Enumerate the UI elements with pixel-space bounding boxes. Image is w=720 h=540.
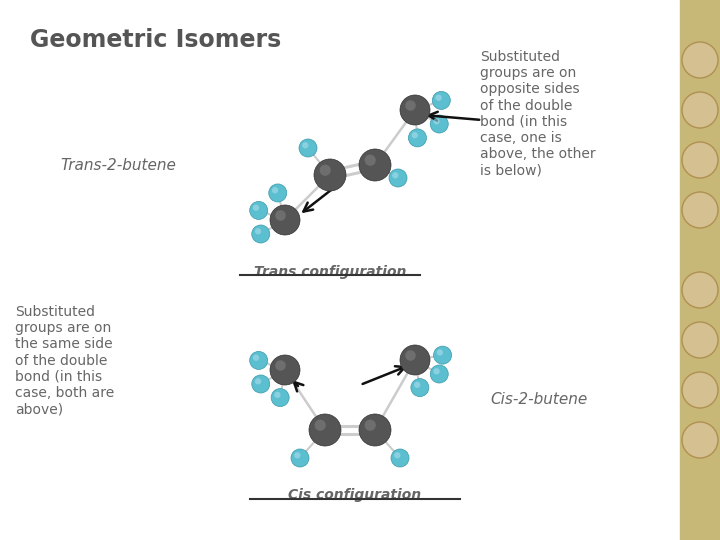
Circle shape bbox=[682, 322, 718, 358]
Circle shape bbox=[255, 228, 261, 234]
Circle shape bbox=[437, 349, 443, 355]
Circle shape bbox=[275, 210, 286, 221]
Circle shape bbox=[309, 414, 341, 446]
Circle shape bbox=[412, 132, 418, 138]
Circle shape bbox=[682, 42, 718, 78]
Circle shape bbox=[294, 452, 300, 458]
Circle shape bbox=[433, 368, 440, 374]
Circle shape bbox=[431, 115, 449, 133]
Circle shape bbox=[270, 355, 300, 385]
Circle shape bbox=[364, 154, 376, 166]
Circle shape bbox=[255, 378, 261, 384]
Circle shape bbox=[271, 389, 289, 407]
Circle shape bbox=[275, 360, 286, 371]
Circle shape bbox=[682, 142, 718, 178]
Text: Geometric Isomers: Geometric Isomers bbox=[30, 28, 282, 52]
Circle shape bbox=[299, 139, 317, 157]
Circle shape bbox=[302, 142, 308, 149]
Circle shape bbox=[315, 420, 325, 431]
Circle shape bbox=[253, 205, 259, 211]
Text: Cis configuration: Cis configuration bbox=[289, 488, 422, 502]
Circle shape bbox=[431, 365, 449, 383]
Circle shape bbox=[389, 169, 407, 187]
Circle shape bbox=[411, 379, 429, 396]
Circle shape bbox=[400, 95, 430, 125]
Circle shape bbox=[682, 92, 718, 128]
Circle shape bbox=[433, 118, 440, 124]
Circle shape bbox=[270, 205, 300, 235]
Circle shape bbox=[682, 192, 718, 228]
Text: Trans configuration: Trans configuration bbox=[254, 265, 406, 279]
Circle shape bbox=[433, 346, 451, 364]
Circle shape bbox=[394, 452, 400, 458]
Text: Trans-2-butene: Trans-2-butene bbox=[60, 158, 176, 172]
Circle shape bbox=[272, 187, 278, 193]
Circle shape bbox=[682, 272, 718, 308]
Circle shape bbox=[291, 449, 309, 467]
Text: Cis-2-butene: Cis-2-butene bbox=[490, 393, 588, 408]
Bar bbox=[680, 0, 720, 540]
Text: Substituted
groups are on
the same side
of the double
bond (in this
case, both a: Substituted groups are on the same side … bbox=[15, 305, 114, 416]
Circle shape bbox=[682, 372, 718, 408]
Circle shape bbox=[408, 129, 426, 147]
Circle shape bbox=[391, 449, 409, 467]
Circle shape bbox=[682, 422, 718, 458]
Circle shape bbox=[392, 172, 398, 178]
Circle shape bbox=[405, 100, 415, 111]
Circle shape bbox=[400, 345, 430, 375]
Circle shape bbox=[269, 184, 287, 202]
Circle shape bbox=[252, 225, 270, 243]
Circle shape bbox=[274, 392, 281, 398]
Circle shape bbox=[364, 420, 376, 431]
Circle shape bbox=[250, 352, 268, 369]
Circle shape bbox=[320, 165, 330, 176]
Circle shape bbox=[405, 350, 415, 361]
Circle shape bbox=[253, 355, 259, 361]
Circle shape bbox=[250, 201, 268, 219]
Text: Substituted
groups are on
opposite sides
of the double
bond (in this
case, one i: Substituted groups are on opposite sides… bbox=[480, 50, 595, 178]
Circle shape bbox=[359, 149, 391, 181]
Circle shape bbox=[252, 375, 270, 393]
Circle shape bbox=[414, 382, 420, 388]
Circle shape bbox=[436, 94, 442, 101]
Circle shape bbox=[432, 91, 450, 110]
Circle shape bbox=[359, 414, 391, 446]
Circle shape bbox=[314, 159, 346, 191]
